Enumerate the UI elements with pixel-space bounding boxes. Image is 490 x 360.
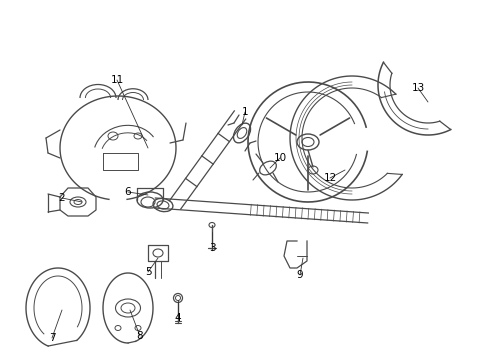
Text: 6: 6: [124, 187, 131, 197]
Text: 3: 3: [209, 243, 215, 253]
Text: 12: 12: [323, 173, 337, 183]
Text: 13: 13: [412, 83, 425, 93]
Text: 11: 11: [110, 75, 123, 85]
Text: 5: 5: [145, 267, 151, 277]
Text: 8: 8: [137, 331, 143, 341]
Text: 9: 9: [296, 270, 303, 280]
Text: 1: 1: [242, 107, 248, 117]
Text: 4: 4: [175, 313, 181, 323]
Text: 7: 7: [49, 333, 55, 343]
Text: 2: 2: [59, 193, 65, 203]
Text: 10: 10: [273, 153, 287, 163]
